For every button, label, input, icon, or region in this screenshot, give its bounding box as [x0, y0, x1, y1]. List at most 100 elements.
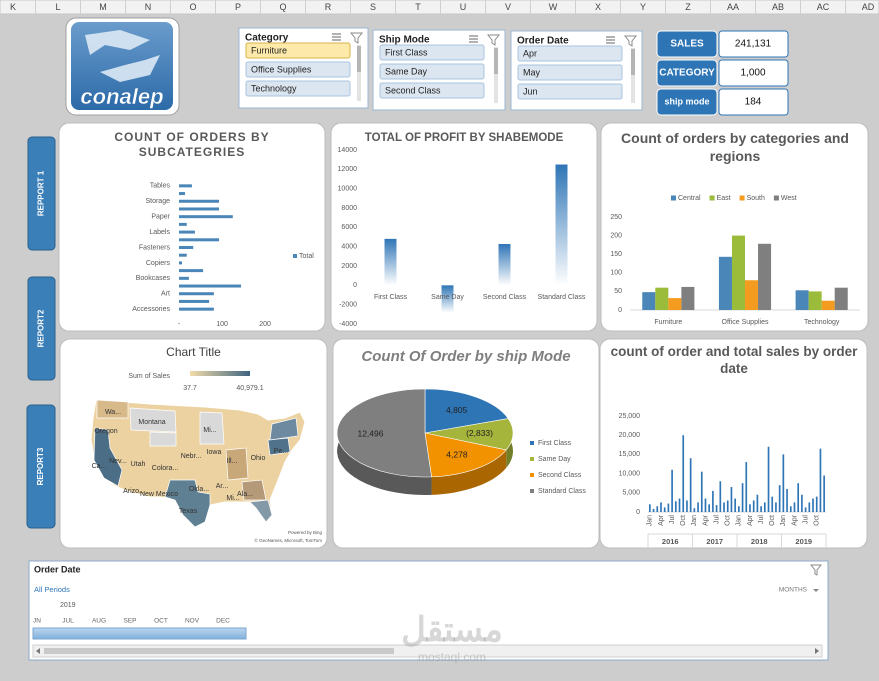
- x-tick-label: Standard Class: [538, 294, 586, 301]
- bar: [179, 307, 214, 311]
- slicer-item-label: Jun: [523, 86, 538, 96]
- logo-shape: [100, 55, 160, 82]
- timeline-month: JN: [33, 618, 41, 625]
- x-tick-label: Apr: [702, 514, 709, 526]
- timeline-month: OCT: [154, 618, 168, 625]
- bar: [795, 290, 809, 310]
- bar: [741, 483, 744, 512]
- kpi-label: SALES: [670, 39, 704, 50]
- x-tick-label: Oct: [769, 515, 776, 526]
- scroll-arrow: [36, 648, 40, 654]
- legend-swatch: [530, 489, 534, 493]
- data-label: 4,278: [446, 449, 468, 459]
- slicer-item-label: Second Class: [385, 85, 441, 95]
- map-region: [93, 427, 123, 487]
- bar: [693, 508, 696, 512]
- bar: [674, 501, 677, 512]
- x-tick-label: 200: [259, 321, 271, 328]
- slicer-title: Category: [245, 33, 289, 44]
- bar: [819, 448, 822, 512]
- chart-title: Count of orders by categories and region…: [621, 130, 849, 164]
- slicer-item[interactable]: [379, 82, 485, 99]
- bar: [758, 243, 772, 310]
- bar: [808, 502, 811, 512]
- legend-label: Standard Class: [538, 488, 586, 495]
- bar: [384, 238, 397, 286]
- y-tick-label: 100: [610, 270, 622, 277]
- region-label: Pe...: [274, 448, 288, 455]
- legend-label: Central: [678, 195, 701, 202]
- x-tick-label: Apr: [791, 514, 798, 526]
- bar: [804, 507, 807, 512]
- slicer-item[interactable]: [379, 63, 485, 80]
- slicer-item[interactable]: [245, 42, 351, 59]
- bar: [441, 285, 454, 313]
- slicer-item-label: Furniture: [251, 45, 287, 55]
- y-tick-label: Art: [161, 291, 170, 298]
- timeline-level[interactable]: MONTHS: [779, 587, 808, 594]
- legend-swatch: [530, 457, 534, 461]
- nav-button[interactable]: [27, 276, 56, 381]
- slicer-item[interactable]: [245, 61, 351, 78]
- slicer-scroll-thumb: [357, 46, 361, 72]
- region-label: Ill...: [227, 458, 238, 465]
- bar: [775, 502, 777, 512]
- nav-button[interactable]: [26, 404, 56, 529]
- bar: [756, 494, 759, 512]
- slicer-item[interactable]: [517, 45, 623, 62]
- y-tick-label: Tables: [150, 183, 171, 190]
- bar: [678, 498, 681, 512]
- bar: [786, 488, 788, 512]
- y-tick-label: 14000: [338, 147, 358, 154]
- kpi-label: CATEGORY: [659, 68, 715, 79]
- timeline-period: All Periods: [34, 585, 70, 594]
- bar: [660, 502, 662, 512]
- y-tick-label: 4000: [341, 244, 357, 251]
- slicer-item-label: May: [523, 67, 541, 77]
- timeline-year: 2019: [60, 602, 76, 609]
- bar: [763, 502, 766, 512]
- slicer-item[interactable]: [379, 44, 485, 61]
- kpi-value: 1,000: [740, 68, 765, 79]
- slicer-item[interactable]: [245, 80, 351, 97]
- x-tick-label: Jul: [758, 515, 765, 524]
- region-label: Okla...: [189, 486, 209, 493]
- region-label: Iowa: [207, 449, 222, 456]
- kpi-label-box: [656, 88, 718, 116]
- bar: [179, 207, 220, 211]
- kpi-label: ship mode: [664, 96, 709, 106]
- bar: [555, 164, 568, 286]
- slicer-item[interactable]: [517, 83, 623, 100]
- column-header: M: [99, 2, 107, 12]
- column-header: AD: [862, 2, 875, 12]
- x-tick-label: Jul: [669, 515, 676, 524]
- region-label: Utah: [131, 461, 146, 468]
- map-region: [225, 447, 249, 481]
- bar: [697, 502, 699, 512]
- y-tick-label: 0: [353, 282, 357, 289]
- chart-title: TOTAL OF PROFIT BY SHABEMODE: [364, 132, 564, 144]
- bar: [689, 458, 692, 512]
- timeline-selection[interactable]: [32, 627, 247, 640]
- slicer-item[interactable]: [517, 64, 623, 81]
- map-region: [149, 431, 177, 447]
- color-scale-label: 40,979.1: [236, 385, 263, 392]
- legend-swatch: [739, 195, 745, 201]
- region-label: New Mexico: [140, 491, 178, 498]
- region-label: Colora...: [152, 465, 179, 472]
- watermark: mostaql.com: [418, 650, 486, 664]
- column-header: U: [460, 2, 467, 12]
- bar: [179, 261, 183, 265]
- map-region: [129, 407, 177, 433]
- y-tick-label: 0: [636, 509, 640, 516]
- bar: [808, 291, 822, 310]
- bar: [179, 222, 187, 226]
- timeline-month: JUL: [62, 618, 74, 625]
- slicer-title: Order Date: [517, 36, 569, 47]
- kpi-value-box: [718, 88, 789, 116]
- nav-button[interactable]: [27, 136, 56, 251]
- scroll-thumb[interactable]: [44, 648, 394, 654]
- column-header: L: [55, 2, 60, 12]
- chart-title: count of order and total sales by order …: [610, 344, 858, 376]
- slicer-item-label: Office Supplies: [251, 64, 312, 74]
